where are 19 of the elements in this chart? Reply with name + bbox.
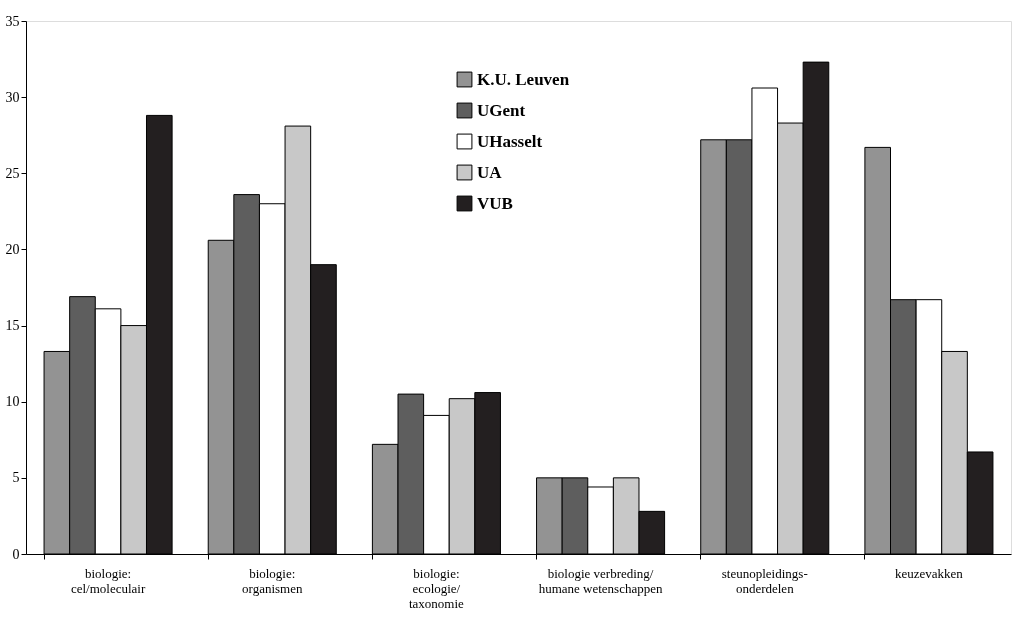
legend-label: UHasselt: [477, 131, 543, 151]
y-tick-label: 35: [5, 13, 20, 29]
x-tick-label: steunopleidings- onderdelen: [721, 565, 808, 596]
y-tick-label: 5: [12, 470, 20, 486]
legend-label: K.U. Leuven: [477, 69, 570, 89]
y-tick-label: 20: [5, 241, 20, 257]
legend-label: UA: [477, 162, 503, 182]
legend-label: VUB: [477, 193, 513, 213]
x-tick-label: biologie: cel/moleculair: [70, 565, 146, 596]
legend-label: UGent: [477, 100, 526, 120]
x-tick-label: biologie: organismen: [242, 565, 303, 596]
y-tick-label: 0: [12, 546, 20, 562]
y-tick-label: 10: [5, 394, 20, 410]
y-tick-label: 30: [5, 89, 20, 105]
x-tick-label: biologie verbreding/ humane wetenschappen: [538, 565, 663, 596]
x-tick-label: keuzevakken: [894, 565, 964, 581]
x-tick-label: biologie: ecologie/ taxonomie: [408, 565, 465, 611]
y-tick-label: 15: [5, 318, 20, 334]
y-tick-label: 25: [5, 165, 20, 181]
